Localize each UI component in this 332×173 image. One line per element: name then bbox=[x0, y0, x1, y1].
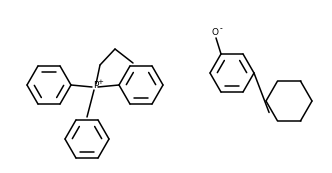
Text: -: - bbox=[220, 24, 222, 33]
Text: P: P bbox=[93, 81, 99, 90]
Text: +: + bbox=[98, 79, 104, 85]
Text: O: O bbox=[211, 28, 218, 37]
